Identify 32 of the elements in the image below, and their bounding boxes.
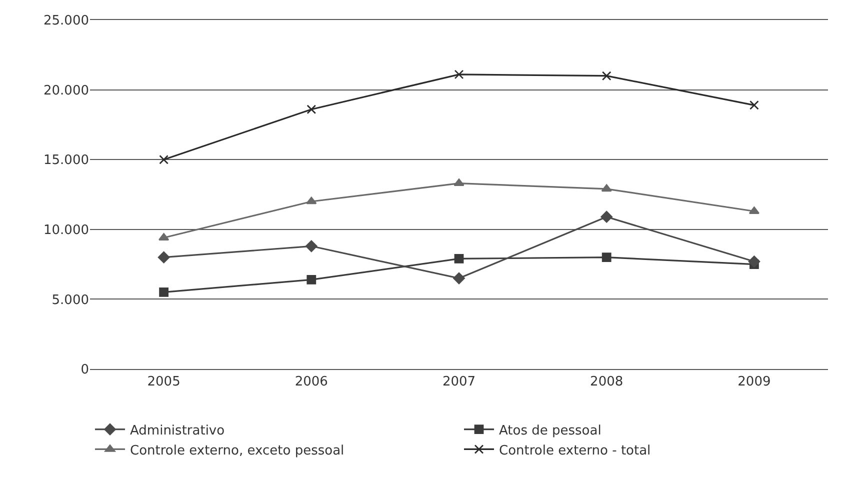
x-tick-label: 2005: [147, 374, 180, 390]
point: [602, 71, 612, 81]
x-tick-label: 2009: [738, 374, 771, 390]
point: [159, 288, 168, 297]
point: [306, 240, 318, 252]
point: [602, 252, 612, 262]
point: [306, 104, 316, 114]
x-tick-label: 2007: [442, 374, 476, 390]
y-tick-label: 10.000: [44, 222, 89, 238]
point: [454, 178, 464, 186]
point: [454, 254, 464, 264]
legend-label: Controle externo - total: [499, 443, 651, 458]
point: [601, 184, 612, 192]
y-tick-label: 25.000: [44, 14, 89, 29]
point: [750, 100, 759, 110]
y-tick-label: 5.000: [52, 292, 89, 308]
x-tick-label: 2008: [590, 374, 624, 390]
legend-label: Atos de pessoal: [499, 423, 602, 438]
point: [306, 196, 317, 204]
y-tick-label: 0: [80, 362, 89, 378]
point: [159, 154, 168, 164]
legend-label: Administrativo: [130, 423, 225, 438]
y-tick-label: 15.000: [44, 153, 89, 168]
point: [306, 274, 316, 284]
x-tick-label: 2006: [294, 374, 328, 390]
point: [748, 256, 760, 268]
point: [158, 251, 170, 264]
y-tick-label: 20.000: [44, 83, 89, 98]
point: [600, 210, 612, 223]
legend-label: Controle externo, exceto pessoal: [130, 443, 344, 458]
point: [454, 70, 464, 80]
point: [453, 272, 465, 284]
